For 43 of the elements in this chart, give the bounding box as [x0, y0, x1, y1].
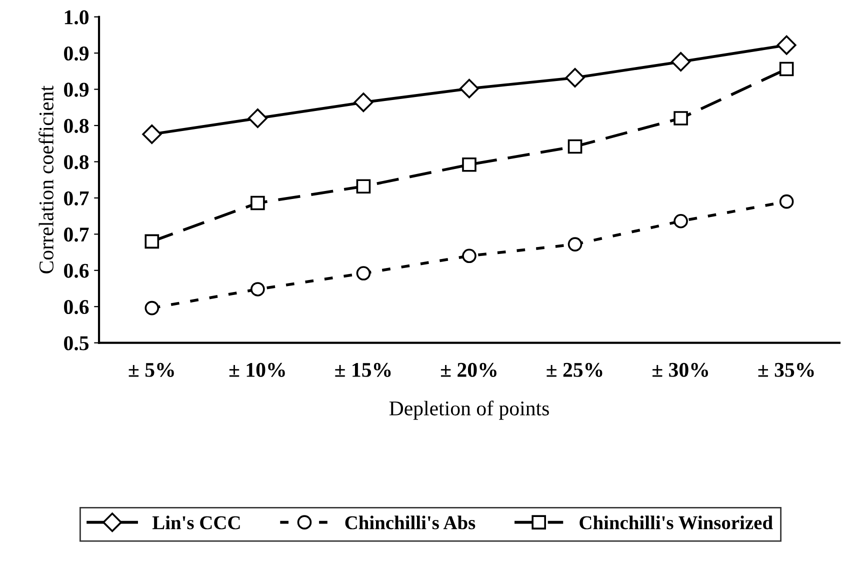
- point: [356, 179, 371, 194]
- point: [142, 124, 162, 144]
- point: [250, 282, 265, 296]
- y-tick-label: 0.9: [64, 82, 89, 97]
- point: [779, 62, 794, 76]
- y-tick-label: 0.8: [64, 155, 89, 170]
- y-tick-label: 0.6: [64, 264, 89, 278]
- point: [565, 68, 585, 88]
- y-tick-label: 0.6: [64, 300, 89, 314]
- y-tick-label: 0.9: [64, 46, 89, 61]
- point: [356, 266, 371, 280]
- legend-label: Lin's CCC: [152, 516, 240, 530]
- x-tick-label: ± 30%: [652, 362, 708, 377]
- y-tick-label: 0.5: [64, 336, 89, 350]
- x-tick-label: ± 20%: [440, 362, 496, 377]
- point: [568, 139, 582, 154]
- point: [460, 78, 479, 98]
- point: [568, 237, 582, 252]
- point: [462, 157, 476, 172]
- x-tick-label: ± 5%: [128, 362, 174, 377]
- point: [779, 194, 794, 209]
- point: [462, 248, 476, 264]
- y-tick-label: 0.7: [64, 191, 89, 206]
- point: [671, 52, 691, 72]
- legend-label: Chinchilli's Winsorized: [580, 516, 773, 530]
- x-axis-title: Depletion of points: [389, 400, 549, 420]
- x-tick-label: ± 35%: [758, 362, 814, 377]
- point: [144, 300, 160, 316]
- point: [250, 196, 265, 210]
- y-tick-label: 1.0: [64, 10, 88, 24]
- point: [354, 92, 374, 112]
- y-tick-label: 0.8: [64, 118, 89, 134]
- point: [776, 35, 796, 55]
- x-tick-label: ± 15%: [335, 362, 391, 377]
- point: [674, 214, 688, 228]
- x-tick-label: ± 10%: [229, 362, 285, 377]
- y-axis-title: Correlation coefficient: [38, 86, 54, 274]
- x-tick-label: ± 25%: [546, 362, 602, 377]
- y-tick-label: 0.7: [64, 228, 89, 242]
- point: [248, 108, 268, 128]
- point: [674, 111, 688, 126]
- point: [144, 234, 160, 249]
- legend-label: Chinchilli's Abs: [345, 516, 476, 530]
